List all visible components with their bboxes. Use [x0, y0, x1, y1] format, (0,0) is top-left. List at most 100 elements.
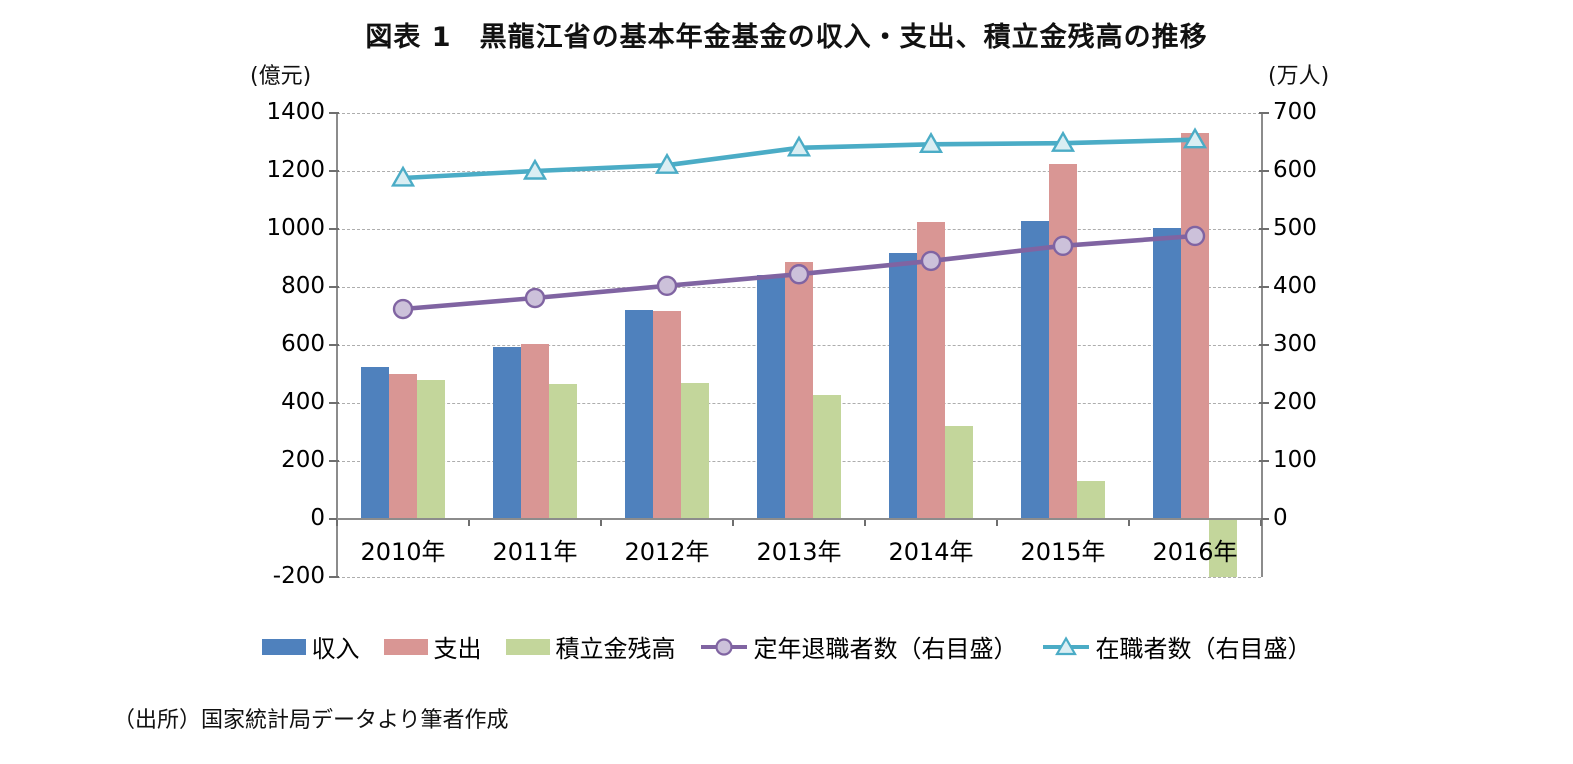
bar-expenditure-2010年: [389, 374, 417, 519]
gridline--200: [337, 577, 1261, 578]
x-axis-label-2015年: 2015年: [1020, 538, 1106, 566]
bar-expenditure-2014年: [917, 221, 945, 519]
left-axis-tick: [329, 170, 339, 172]
bar-income-2016年: [1153, 227, 1181, 519]
legend-item-income: 収入: [261, 629, 360, 664]
x-axis-label-2013年: 2013年: [756, 538, 842, 566]
x-axis-line: [337, 518, 1261, 520]
right-axis-tick: [1259, 170, 1269, 172]
bar-balance-2016年: [1209, 519, 1237, 577]
active-workers-line-triangle-marker-icon: [1042, 635, 1090, 659]
left-axis-tick: [329, 112, 339, 114]
right-axis-tick-label: 400: [1273, 273, 1317, 299]
bar-balance-2010年: [417, 379, 445, 519]
right-axis-tick: [1259, 518, 1269, 520]
bar-income-2013年: [757, 275, 785, 519]
bar-income-2015年: [1021, 220, 1049, 519]
chart-title: 図表 1 黒龍江省の基本年金基金の収入・支出、積立金残高の推移: [365, 22, 1208, 53]
right-axis-tick-label: 600: [1273, 157, 1317, 183]
legend-item-expenditure: 支出: [383, 629, 482, 664]
left-axis-tick: [329, 402, 339, 404]
bar-expenditure-2015年: [1049, 163, 1077, 519]
bar-expenditure-2013年: [785, 262, 813, 519]
legend-label-active-workers: 在職者数（右目盛）: [1095, 635, 1312, 663]
x-axis-tick: [468, 519, 470, 526]
circle-marker-retirees-2014年: [920, 250, 942, 272]
triangle-marker-active-workers-2014年: [918, 131, 944, 154]
y-axis-tick-label: 1200: [266, 157, 325, 183]
expenditure-swatch-icon: [383, 638, 428, 655]
right-axis-tick: [1259, 112, 1269, 114]
retirees-line-circle-marker-icon: [700, 635, 748, 659]
y-axis-tick-label: 200: [281, 447, 325, 473]
left-axis-tick: [329, 228, 339, 230]
x-axis-tick: [1260, 519, 1262, 526]
triangle-marker-active-workers-2012年: [654, 152, 680, 174]
y-axis-tick-label: -200: [272, 563, 325, 589]
left-axis-tick: [329, 286, 339, 288]
balance-swatch-icon: [505, 638, 550, 655]
legend-label-balance: 積立金残高: [555, 635, 676, 663]
triangle-marker-active-workers-2013年: [786, 135, 812, 157]
y-axis-tick-label: 0: [310, 505, 325, 531]
bar-expenditure-2012年: [653, 310, 681, 519]
right-axis-tick-label: 0: [1273, 505, 1288, 531]
x-axis-tick: [336, 519, 338, 526]
bar-income-2014年: [889, 252, 917, 519]
y-axis-tick-label: 1400: [266, 99, 325, 125]
left-axis-tick: [329, 576, 339, 578]
legend-item-balance: 積立金残高: [505, 629, 676, 664]
circle-marker-retirees-2011年: [524, 287, 546, 309]
left-axis-tick: [329, 460, 339, 462]
circle-marker-retirees-2016年: [1184, 225, 1206, 247]
triangle-marker-active-workers-2015年: [1050, 130, 1076, 152]
x-axis-tick: [1128, 519, 1130, 526]
x-axis-label-2011年: 2011年: [492, 538, 578, 566]
legend-label-retirees: 定年退職者数（右目盛）: [753, 635, 1018, 663]
bar-balance-2015年: [1077, 481, 1105, 519]
bar-income-2012年: [625, 309, 653, 519]
circle-marker-retirees-2015年: [1052, 235, 1074, 257]
income-swatch-icon: [261, 638, 306, 655]
left-axis-tick: [329, 344, 339, 346]
x-axis-label-2016年: 2016年: [1152, 538, 1238, 566]
right-axis-tick-label: 200: [1273, 389, 1317, 415]
left-axis-tick: [329, 518, 339, 520]
right-axis-tick-label: 300: [1273, 331, 1317, 357]
chart-legend: 収入 支出 積立金残高 定年退職者数（右目盛）: [0, 629, 1573, 664]
legend-item-active-workers: 在職者数（右目盛）: [1042, 629, 1312, 664]
triangle-marker-active-workers-2010年: [390, 165, 416, 187]
bar-balance-2013年: [813, 394, 841, 519]
right-axis-tick-label: 700: [1273, 99, 1317, 125]
right-axis-tick-label: 100: [1273, 447, 1317, 473]
source-note: （出所）国家統計局データより筆者作成: [113, 708, 509, 733]
bar-balance-2014年: [945, 425, 973, 519]
legend-item-retirees: 定年退職者数（右目盛）: [700, 629, 1018, 664]
gridline-1200: [337, 171, 1261, 172]
right-axis-tick: [1259, 402, 1269, 404]
legend-label-income: 収入: [311, 635, 360, 663]
y-axis-tick-label: 800: [281, 273, 325, 299]
line-series-layer: [390, 127, 1208, 320]
x-axis-tick: [996, 519, 998, 526]
x-axis-tick: [864, 519, 866, 526]
bar-expenditure-2011年: [521, 343, 549, 519]
gridline-1400: [337, 113, 1261, 114]
right-axis-tick: [1259, 286, 1269, 288]
right-axis-tick: [1259, 228, 1269, 230]
triangle-marker-active-workers-2016年: [1182, 127, 1208, 149]
circle-marker-retirees-2012年: [656, 275, 678, 297]
x-axis-label-2010年: 2010年: [360, 538, 446, 566]
gridline-1000: [337, 229, 1261, 230]
right-axis-tick: [1259, 460, 1269, 462]
y-axis-tick-label: 400: [281, 389, 325, 415]
bar-expenditure-2016年: [1181, 132, 1209, 519]
x-axis-tick: [732, 519, 734, 526]
y-axis-tick-label: 600: [281, 331, 325, 357]
x-axis-label-2012年: 2012年: [624, 538, 710, 566]
circle-marker-retirees-2010年: [392, 298, 414, 320]
legend-label-expenditure: 支出: [433, 635, 482, 663]
bar-income-2011年: [493, 347, 521, 519]
